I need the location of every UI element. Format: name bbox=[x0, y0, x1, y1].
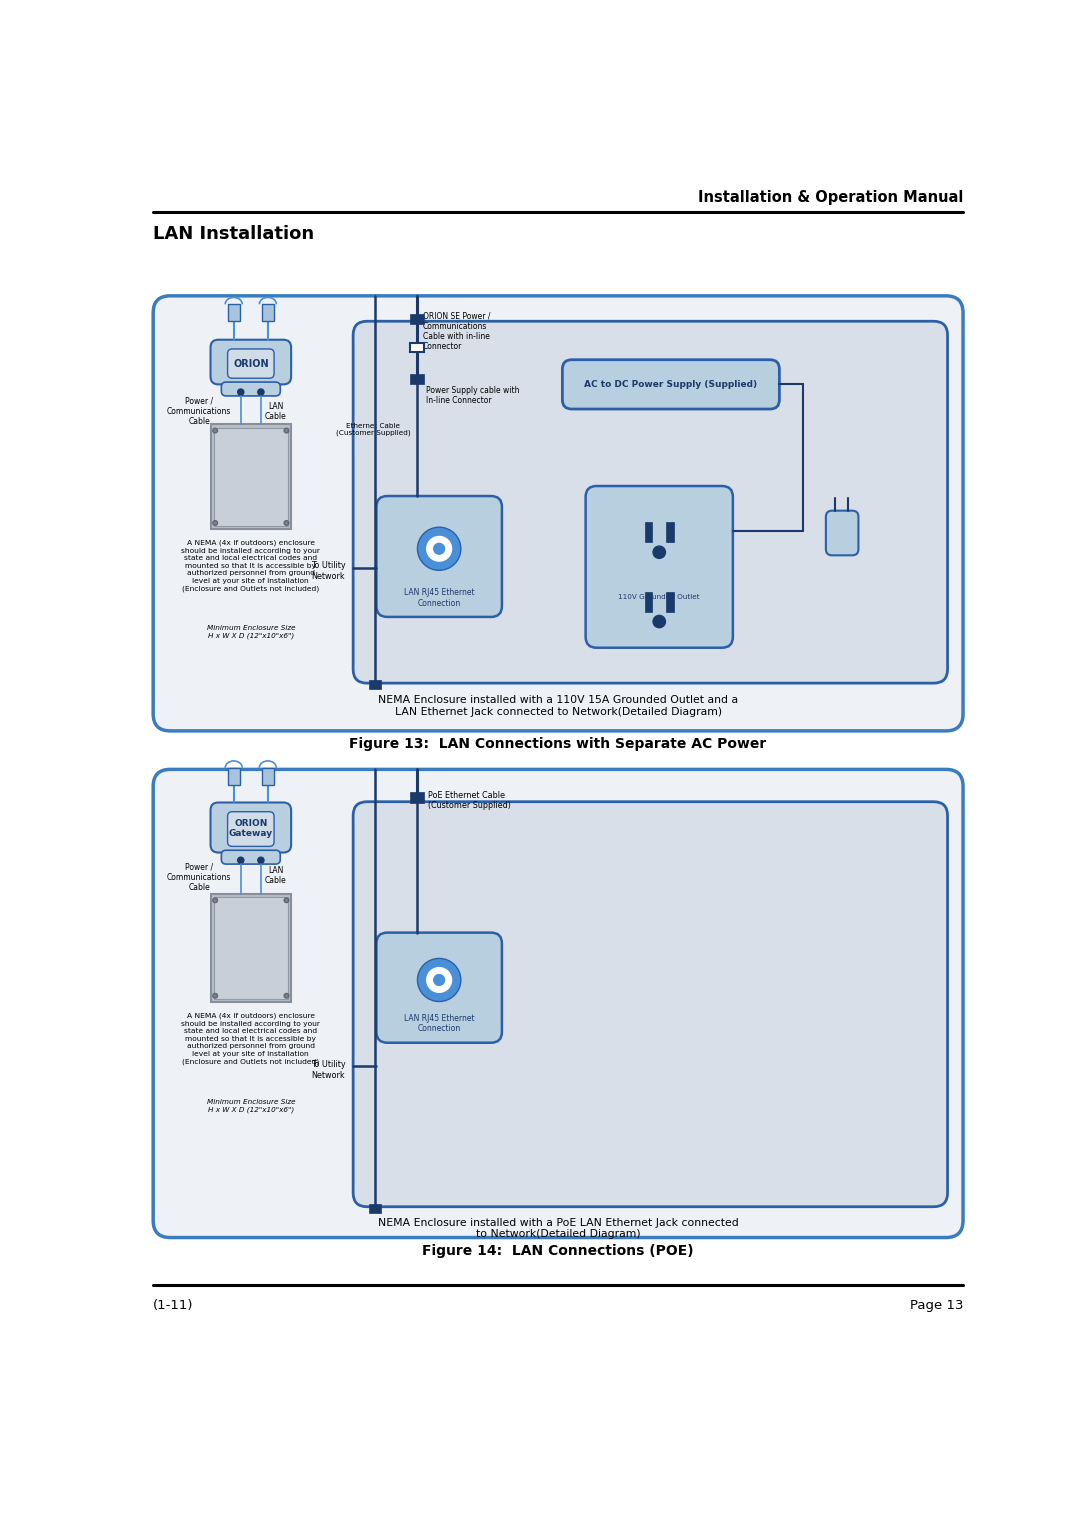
FancyBboxPatch shape bbox=[353, 321, 947, 683]
Bar bbox=[210, 425, 291, 530]
Circle shape bbox=[237, 857, 244, 863]
Circle shape bbox=[212, 898, 218, 903]
Circle shape bbox=[427, 536, 452, 562]
Bar bbox=[666, 592, 674, 612]
Bar bbox=[409, 342, 424, 352]
Circle shape bbox=[653, 615, 665, 627]
Circle shape bbox=[284, 994, 289, 998]
Text: Power Supply cable with
In-line Connector: Power Supply cable with In-line Connecto… bbox=[426, 387, 519, 405]
Text: A NEMA (4x if outdoors) enclosure
should be installed according to your
state an: A NEMA (4x if outdoors) enclosure should… bbox=[182, 540, 320, 592]
Text: To Utility
Network: To Utility Network bbox=[311, 1061, 345, 1079]
Circle shape bbox=[237, 390, 244, 396]
Text: ORION
Gateway: ORION Gateway bbox=[229, 819, 273, 839]
Text: 110V Grounded Outlet: 110V Grounded Outlet bbox=[619, 594, 700, 600]
Text: Power /
Communications
Cable: Power / Communications Cable bbox=[167, 863, 232, 892]
FancyBboxPatch shape bbox=[154, 770, 963, 1237]
Bar bbox=[213, 428, 287, 527]
Bar bbox=[666, 522, 674, 542]
Circle shape bbox=[212, 994, 218, 998]
Circle shape bbox=[284, 521, 289, 525]
Text: Minimum Enclosure Size
H x W X D (12"x10"x6"): Minimum Enclosure Size H x W X D (12"x10… bbox=[207, 1099, 295, 1113]
Text: NEMA Enclosure installed with a PoE LAN Ethernet Jack connected
to Network(Detai: NEMA Enclosure installed with a PoE LAN … bbox=[378, 1218, 738, 1239]
Circle shape bbox=[417, 527, 461, 571]
FancyBboxPatch shape bbox=[825, 511, 858, 556]
FancyBboxPatch shape bbox=[228, 349, 274, 379]
Text: To Utility
Network: To Utility Network bbox=[311, 562, 345, 581]
Circle shape bbox=[212, 428, 218, 432]
Bar bbox=[645, 522, 652, 542]
Circle shape bbox=[417, 959, 461, 1001]
Bar bbox=[228, 767, 240, 785]
Text: Figure 13:  LAN Connections with Separate AC Power: Figure 13: LAN Connections with Separate… bbox=[350, 737, 767, 750]
Text: LAN RJ45 Ethernet
Connection: LAN RJ45 Ethernet Connection bbox=[404, 1014, 475, 1033]
FancyBboxPatch shape bbox=[210, 802, 291, 852]
Text: Installation & Operation Manual: Installation & Operation Manual bbox=[698, 190, 963, 205]
Bar bbox=[210, 893, 291, 1001]
Circle shape bbox=[284, 428, 289, 432]
Circle shape bbox=[212, 521, 218, 525]
Text: PoE Ethernet Cable
(Customer Supplied): PoE Ethernet Cable (Customer Supplied) bbox=[428, 791, 511, 810]
FancyBboxPatch shape bbox=[377, 496, 502, 616]
Bar bbox=[213, 896, 287, 998]
Bar bbox=[368, 1204, 381, 1213]
Text: LAN Installation: LAN Installation bbox=[154, 225, 315, 244]
Text: Minimum Enclosure Size
H x W X D (12"x10"x6"): Minimum Enclosure Size H x W X D (12"x10… bbox=[207, 624, 295, 639]
Circle shape bbox=[427, 968, 452, 992]
Bar bbox=[261, 304, 274, 321]
Text: AC to DC Power Supply (Supplied): AC to DC Power Supply (Supplied) bbox=[585, 380, 758, 390]
Circle shape bbox=[653, 546, 665, 559]
Bar bbox=[645, 592, 652, 612]
Circle shape bbox=[284, 898, 289, 903]
Text: ORION SE Power /
Communications
Cable with in-line
Connector: ORION SE Power / Communications Cable wi… bbox=[423, 310, 490, 352]
FancyBboxPatch shape bbox=[221, 382, 280, 396]
Bar bbox=[261, 767, 274, 785]
FancyBboxPatch shape bbox=[586, 486, 733, 648]
Circle shape bbox=[433, 974, 444, 985]
Text: Power /
Communications
Cable: Power / Communications Cable bbox=[167, 396, 232, 426]
Text: (1-11): (1-11) bbox=[154, 1300, 194, 1312]
Text: LAN
Cable: LAN Cable bbox=[265, 866, 286, 886]
Text: Ethernet Cable
(Customer Supplied): Ethernet Cable (Customer Supplied) bbox=[335, 423, 411, 437]
FancyBboxPatch shape bbox=[154, 295, 963, 731]
Circle shape bbox=[258, 390, 264, 396]
Bar bbox=[409, 314, 424, 324]
FancyBboxPatch shape bbox=[210, 339, 291, 385]
Text: ORION: ORION bbox=[233, 359, 269, 368]
Text: A NEMA (4x if outdoors) enclosure
should be installed according to your
state an: A NEMA (4x if outdoors) enclosure should… bbox=[182, 1012, 320, 1065]
Text: Figure 14:  LAN Connections (POE): Figure 14: LAN Connections (POE) bbox=[423, 1243, 694, 1257]
Bar bbox=[228, 304, 240, 321]
FancyBboxPatch shape bbox=[562, 359, 780, 409]
FancyBboxPatch shape bbox=[377, 933, 502, 1043]
Text: LAN RJ45 Ethernet
Connection: LAN RJ45 Ethernet Connection bbox=[404, 589, 475, 607]
FancyBboxPatch shape bbox=[228, 811, 274, 846]
Text: NEMA Enclosure installed with a 110V 15A Grounded Outlet and a
LAN Ethernet Jack: NEMA Enclosure installed with a 110V 15A… bbox=[378, 696, 738, 717]
Text: LAN
Cable: LAN Cable bbox=[265, 402, 286, 422]
Circle shape bbox=[258, 857, 264, 863]
Circle shape bbox=[433, 543, 444, 554]
Bar bbox=[409, 373, 424, 385]
Text: Page 13: Page 13 bbox=[909, 1300, 963, 1312]
Bar bbox=[368, 680, 381, 689]
FancyBboxPatch shape bbox=[221, 851, 280, 864]
FancyBboxPatch shape bbox=[353, 802, 947, 1207]
Bar bbox=[409, 793, 424, 804]
